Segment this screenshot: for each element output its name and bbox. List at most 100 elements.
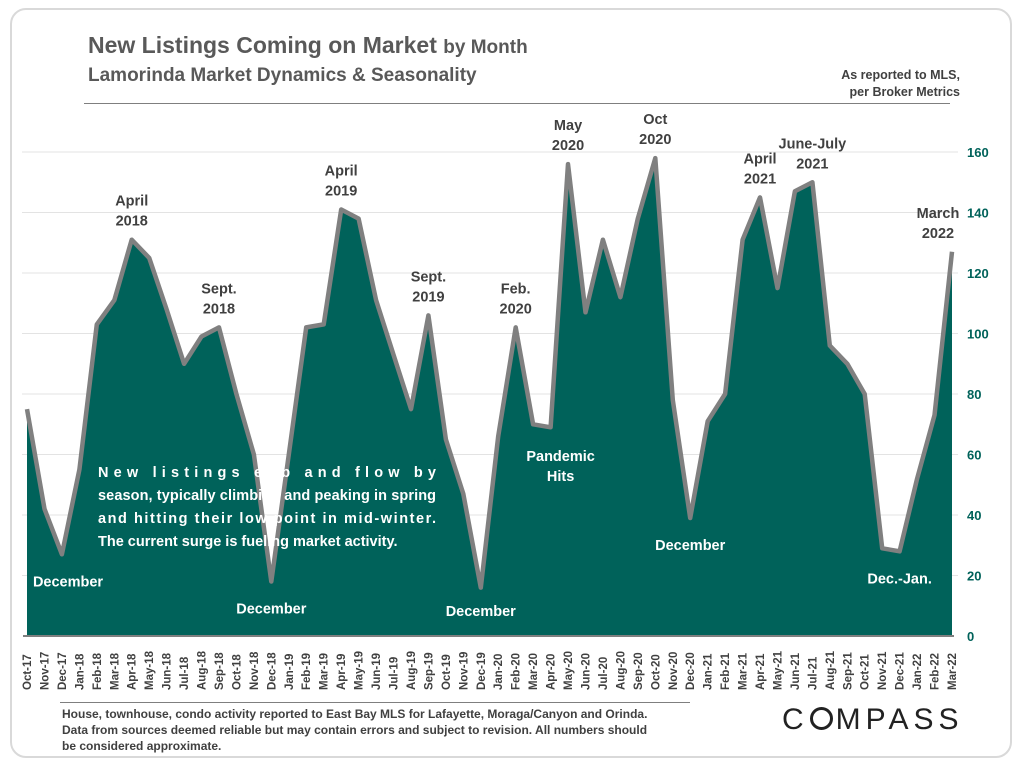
annotation-line: June-July <box>779 136 847 152</box>
x-tick-label: Sep-18 <box>214 652 226 690</box>
x-tick-label: Jul-21 <box>807 656 819 690</box>
annotation-label: December <box>655 538 725 554</box>
x-tick-label: Feb-22 <box>930 653 942 690</box>
x-tick-label: Jan-22 <box>912 654 924 690</box>
annotation-label: Feb. 2020 <box>500 281 532 317</box>
annotation-label: December <box>33 574 103 590</box>
x-tick-label: Dec-18 <box>266 652 278 690</box>
annotation-label: April 2018 <box>115 194 148 230</box>
x-tick-label: Sep-19 <box>423 652 435 690</box>
annotation-label: April 2021 <box>744 151 777 187</box>
x-tick-label: Jun-20 <box>580 653 592 690</box>
footer-divider <box>60 702 690 703</box>
x-tick-label: Nov-19 <box>458 652 470 690</box>
x-tick-label: Oct-21 <box>860 654 872 690</box>
x-tick-label: Jul-18 <box>179 656 191 690</box>
x-tick-label: Dec-19 <box>476 652 488 690</box>
annotation-line: 2020 <box>552 138 584 154</box>
x-tick-label: Nov-18 <box>249 651 261 690</box>
x-tick-label: Dec-17 <box>57 652 69 690</box>
x-tick-label: Oct-19 <box>441 654 453 690</box>
x-tick-label: Jun-21 <box>790 652 802 690</box>
y-tick-label: 120 <box>967 266 989 281</box>
x-tick-label: Jun-19 <box>371 653 383 690</box>
x-tick-label: Jun-18 <box>162 652 174 690</box>
annotation-label: Sept. 2019 <box>411 269 446 305</box>
annotation-line: 2022 <box>922 226 954 242</box>
x-tick-label: Jul-19 <box>389 657 401 690</box>
annotation-line: Dec.-Jan. <box>867 571 931 587</box>
annotation-line: 2021 <box>796 156 828 172</box>
x-tick-label: Mar-20 <box>528 653 540 690</box>
y-tick-label: 140 <box>967 206 989 221</box>
x-tick-label: Aug-20 <box>615 651 627 690</box>
annotation-line: 2019 <box>412 289 444 305</box>
compass-logo-left: C <box>782 703 809 736</box>
annotation-label: December <box>236 602 306 618</box>
annotation-line: 2019 <box>325 183 357 199</box>
footnote: House, townhouse, condo activity reporte… <box>62 707 648 753</box>
annotation-label: Dec.-Jan. <box>867 571 931 587</box>
x-tick-label: Apr-18 <box>127 653 139 690</box>
x-tick-label: Oct-18 <box>231 654 243 690</box>
x-tick-label: Mar-21 <box>738 652 750 690</box>
annotation-line: December <box>33 574 103 590</box>
annotation-line: Feb. <box>501 281 531 297</box>
x-tick-label: Mar-19 <box>319 653 331 690</box>
y-tick-label: 100 <box>967 327 989 342</box>
annotation-line: Pandemic <box>526 449 595 465</box>
annotation-line: Hits <box>547 469 574 485</box>
callout-text-line: The current surge is fueling market acti… <box>98 534 398 550</box>
annotation-line: 2020 <box>639 132 671 148</box>
annotation-label: April 2019 <box>325 163 358 199</box>
x-tick-label: Sep-20 <box>633 652 645 690</box>
annotation-line: 2020 <box>500 301 532 317</box>
x-tick-label: Feb-19 <box>301 653 313 690</box>
x-tick-label: Jan-18 <box>74 653 86 690</box>
annotation-label: May 2020 <box>552 118 584 154</box>
annotation-line: 2018 <box>116 214 148 230</box>
annotation-line: December <box>655 538 725 554</box>
annotation-line: December <box>236 602 306 618</box>
x-tick-label: Apr-21 <box>755 653 767 690</box>
x-tick-label: Jul-20 <box>598 657 610 690</box>
annotation-line: 2021 <box>744 171 776 187</box>
x-tick-label: Feb-18 <box>92 652 104 690</box>
source-note-line-1: As reported to MLS, <box>841 68 960 82</box>
x-tick-label: Feb-21 <box>720 652 732 690</box>
x-tick-label: Jan-19 <box>284 654 296 690</box>
annotation-label: Pandemic Hits <box>526 449 595 485</box>
compass-logo-right: MPASS <box>835 703 964 736</box>
annotation-line: May <box>554 118 582 134</box>
chart-title: New Listings Coming on Market by Month <box>88 32 528 59</box>
x-tick-label: Aug-18 <box>197 650 209 690</box>
y-tick-label: 60 <box>967 448 981 463</box>
y-tick-label: 40 <box>967 508 981 523</box>
x-tick-label: May-21 <box>772 650 784 690</box>
x-tick-label: Dec-20 <box>685 652 697 690</box>
x-tick-label: Jan-20 <box>493 654 505 690</box>
x-tick-label: May-18 <box>144 650 156 690</box>
annotation-line: April <box>744 151 777 167</box>
annotation-label: Oct 2020 <box>639 112 671 148</box>
source-note: As reported to MLS, per Broker Metrics <box>800 67 960 101</box>
annotation-label: December <box>446 604 516 620</box>
y-tick-label: 160 <box>967 145 989 160</box>
compass-logo: C MPASS <box>782 703 963 737</box>
x-tick-label: Dec-21 <box>895 652 907 690</box>
x-tick-label: Sep-21 <box>842 652 854 690</box>
x-tick-label: Nov-17 <box>39 652 51 690</box>
y-tick-label: 20 <box>967 569 981 584</box>
y-tick-label: 80 <box>967 387 981 402</box>
chart-subtitle: Lamorinda Market Dynamics & Seasonality <box>88 65 477 86</box>
x-tick-label: Nov-21 <box>877 651 889 690</box>
x-tick-label: Nov-20 <box>668 652 680 690</box>
annotation-line: Oct <box>643 112 667 128</box>
annotation-line: Sept. <box>201 281 236 297</box>
x-tick-label: Apr-20 <box>546 654 558 690</box>
source-note-line-2: per Broker Metrics <box>849 85 960 99</box>
annotation-line: Sept. <box>411 269 446 285</box>
annotation-line: December <box>446 604 516 620</box>
area-chart: 0 20 40 60 80 100 120 140 160 Oct-17 Nov-17 Dec-17 J… <box>22 112 989 690</box>
annotation-line: April <box>325 163 358 179</box>
